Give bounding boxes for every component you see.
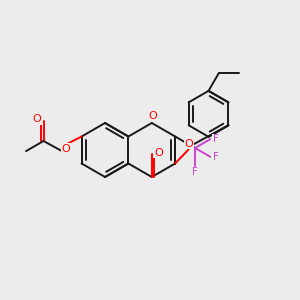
Text: F: F [213, 134, 219, 144]
Text: O: O [61, 144, 70, 154]
Text: F: F [192, 167, 198, 177]
Text: O: O [154, 148, 163, 158]
Text: O: O [33, 114, 41, 124]
Text: F: F [213, 152, 219, 162]
Text: O: O [185, 139, 194, 148]
Text: O: O [148, 111, 157, 122]
